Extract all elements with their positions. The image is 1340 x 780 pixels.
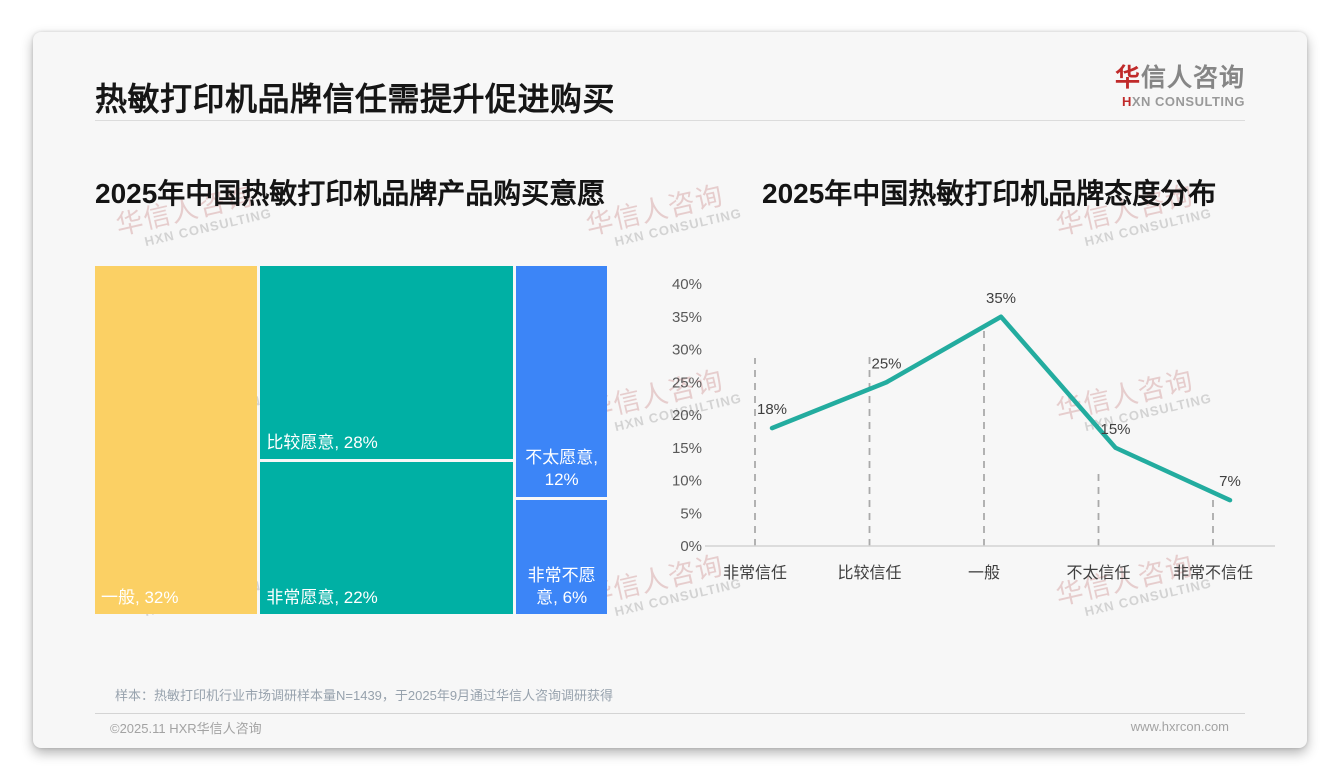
copyright-text: ©2025.11 HXR华信人咨询	[110, 721, 262, 736]
treemap-cell-不太愿意: 不太愿意, 12%	[516, 266, 607, 497]
treemap-cell-一般: 一般, 32%	[95, 266, 258, 614]
x-axis-category-label: 非常不信任	[1173, 564, 1253, 582]
data-point-label: 25%	[871, 355, 901, 372]
logo-cn-text: 华信人咨询	[1114, 64, 1245, 92]
x-axis-category-label: 不太信任	[1066, 564, 1130, 582]
data-point-label: 15%	[1100, 421, 1130, 438]
y-axis-tick-label: 20%	[672, 407, 702, 424]
footer-divider	[95, 713, 1245, 714]
y-axis-tick-label: 25%	[672, 374, 702, 391]
line-chart-title: 2025年中国热敏打印机品牌态度分布	[762, 178, 1217, 209]
line-chart: 0% 5% 10% 15% 20% 25% 30% 35% 40% 18% 25% 35% 15% 7% 非…	[672, 276, 1275, 582]
page-title: 热敏打印机品牌信任需提升促进购买	[95, 81, 616, 117]
x-axis-category-label: 比较信任	[837, 564, 901, 582]
treemap-cell-label: 一般, 32%	[101, 587, 179, 607]
y-axis-tick-label: 30%	[672, 342, 702, 359]
data-point-label: 35%	[986, 290, 1016, 307]
treemap-chart: 一般, 32% 比较愿意, 28% 非常愿意, 22% 不太愿意, 12% 非常不愿意,…	[95, 266, 607, 614]
y-axis-tick-label: 5%	[680, 505, 702, 522]
x-axis-category-label: 一般	[968, 564, 1000, 582]
header-divider	[95, 120, 1245, 121]
sample-footnote: 样本：热敏打印机行业市场调研样本量N=1439，于2025年9月通过华信人咨询调…	[115, 688, 614, 703]
treemap-chart-title: 2025年中国热敏打印机品牌产品购买意愿	[95, 178, 606, 209]
x-axis-category-label: 非常信任	[723, 564, 787, 582]
treemap-cell-label: 比较愿意, 28%	[266, 433, 378, 453]
treemap-cell-比较愿意: 比较愿意, 28%	[260, 266, 514, 460]
treemap-cell-label: 非常不愿意, 6%	[527, 565, 596, 607]
series-line	[769, 314, 1233, 503]
treemap-cell-label: 非常愿意, 22%	[266, 587, 378, 607]
y-axis-tick-label: 40%	[672, 276, 702, 293]
company-logo: 华信人咨询 HXN CONSULTING	[1115, 58, 1245, 109]
watermark-en-text: HXN CONSULTING	[613, 205, 744, 250]
data-point-label: 7%	[1219, 473, 1241, 490]
treemap-cell-非常不愿意: 非常不愿意, 6%	[516, 499, 607, 614]
website-text: www.hxrcon.com	[1130, 719, 1229, 734]
treemap-cell-非常愿意: 非常愿意, 22%	[260, 462, 514, 614]
y-axis-tick-label: 35%	[672, 309, 702, 326]
y-axis-tick-label: 10%	[672, 473, 702, 490]
data-point-label: 18%	[757, 401, 787, 418]
logo-en-text: HXN CONSULTING	[1121, 94, 1245, 109]
treemap-cell-label: 不太愿意, 12%	[525, 448, 599, 490]
y-axis-tick-label: 15%	[672, 440, 702, 457]
y-axis-tick-label: 0%	[680, 538, 702, 555]
watermark-cn-text: 华信人咨询	[583, 180, 727, 241]
slide-card: 华信人咨询 HXN CONSULTING 华信人咨询 HXN CONSULTING 华信…	[33, 32, 1307, 748]
